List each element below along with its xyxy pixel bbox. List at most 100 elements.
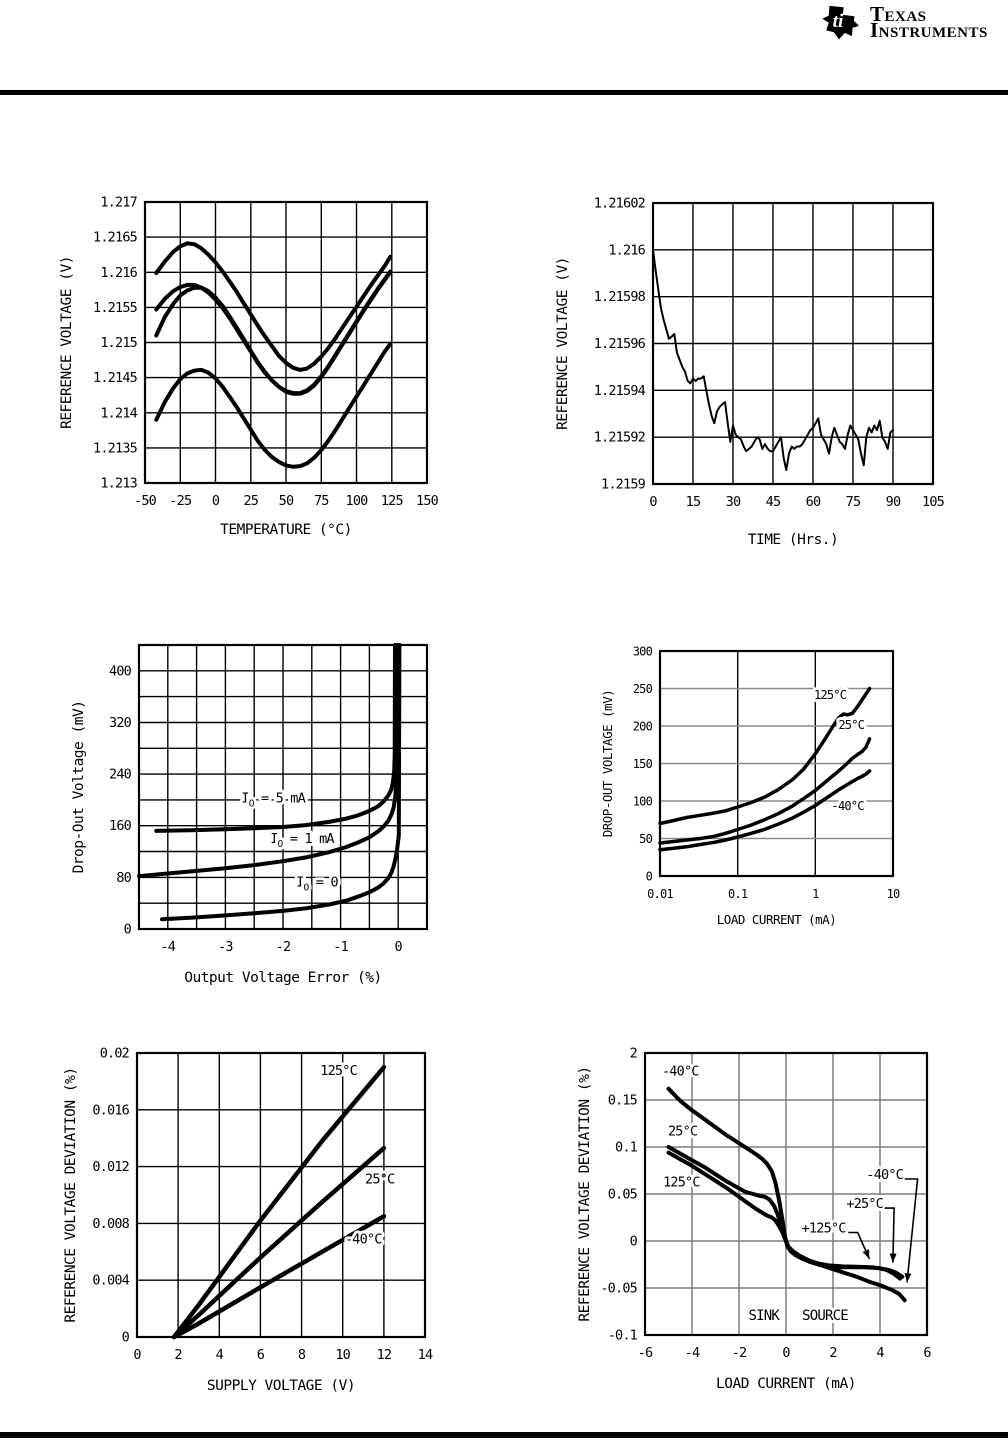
curve-drift bbox=[652, 248, 894, 471]
y-tick-label: 1.21598 bbox=[594, 289, 646, 305]
plot-border bbox=[651, 201, 935, 486]
curve-label: -40°C bbox=[832, 799, 865, 813]
y-tick-label: 80 bbox=[116, 870, 131, 886]
curve-label: 25°C bbox=[838, 718, 864, 732]
y-tick-label: 1.21596 bbox=[594, 336, 646, 352]
curve-unit-3 bbox=[154, 270, 393, 396]
x-tick-label: 0 bbox=[782, 1345, 790, 1361]
y-axis-title: REFERENCE VOLTAGE DEVIATION (%) bbox=[577, 1066, 593, 1321]
x-tick-label: -25 bbox=[169, 493, 192, 509]
y-tick-label: 1.217 bbox=[100, 195, 137, 211]
ti-texas-logo-icon: ti bbox=[822, 5, 859, 40]
curve-label: IO = 1 mA bbox=[270, 831, 334, 850]
curve-io-5ma bbox=[154, 643, 397, 833]
x-tick-label: 100 bbox=[346, 493, 369, 509]
x-tick-label: 105 bbox=[922, 494, 945, 510]
x-tick-label: -3 bbox=[218, 939, 233, 955]
arrow-to-plus125c-source bbox=[848, 1231, 871, 1260]
curve-label: 25°C bbox=[668, 1124, 698, 1140]
y-tick-label: 0 bbox=[124, 922, 132, 938]
x-tick-label: 15 bbox=[686, 494, 701, 510]
plot-border bbox=[643, 1051, 929, 1337]
arrow-to-plus125c-source-head bbox=[862, 1249, 870, 1259]
x-tick-label: 0.01 bbox=[647, 887, 673, 901]
y-tick-label: 400 bbox=[109, 663, 132, 679]
y-tick-label: 0 bbox=[122, 1330, 130, 1346]
x-axis-title: Output Voltage Error (%) bbox=[184, 970, 382, 986]
y-tick-label: -0.05 bbox=[600, 1281, 637, 1297]
y-tick-label: 0.012 bbox=[92, 1159, 129, 1175]
arrow-to-plus25c-source bbox=[884, 1207, 895, 1263]
x-tick-label: -2 bbox=[276, 939, 291, 955]
plot-border bbox=[137, 643, 429, 931]
plot-border bbox=[143, 200, 429, 485]
y-tick-label: 1.2135 bbox=[93, 440, 138, 456]
plot-border bbox=[658, 649, 895, 878]
svg-text:ti: ti bbox=[833, 11, 844, 32]
y-tick-label: 1.2165 bbox=[93, 230, 138, 246]
curve-minus40c bbox=[171, 1214, 387, 1340]
x-tick-label: 90 bbox=[886, 494, 901, 510]
curve-label: IO = 5 mA bbox=[241, 791, 305, 810]
y-tick-label: 0 bbox=[630, 1234, 638, 1250]
y-tick-label: 1.21594 bbox=[594, 383, 646, 399]
x-tick-label: 30 bbox=[726, 494, 741, 510]
curve-125c bbox=[171, 1064, 387, 1340]
x-tick-label: 60 bbox=[806, 494, 821, 510]
x-axis-title: TEMPERATURE (°C) bbox=[220, 522, 352, 538]
curve-label: IO = 0 bbox=[296, 874, 338, 893]
curve-label: +25°C bbox=[846, 1196, 883, 1212]
y-tick-label: 2 bbox=[630, 1046, 637, 1062]
y-axis-title: DROP-OUT VOLTAGE (mV) bbox=[600, 690, 615, 838]
curve-125c bbox=[658, 686, 872, 826]
x-tick-label: 0 bbox=[649, 494, 657, 510]
chart-ref-voltage-deviation-vs-load-current: -6 -4 -2 0 2 4 6 2 0.15 0.1 0.05 0 -0.05 -0.1 LOAD CUR… bbox=[577, 1046, 932, 1393]
y-tick-label: 1.215 bbox=[100, 335, 137, 351]
x-tick-label: 0 bbox=[395, 939, 403, 955]
y-tick-label: 0.1 bbox=[615, 1140, 638, 1156]
x-tick-label: -50 bbox=[134, 493, 157, 509]
chart-ref-voltage-vs-time: 0 15 30 45 60 75 90 105 1.21602 1.216 1.21598 1.215… bbox=[555, 196, 945, 549]
curve-label: 125°C bbox=[663, 1175, 700, 1191]
arrow-to-minus40c-source-head bbox=[904, 1273, 912, 1283]
y-tick-label: 1.214 bbox=[100, 405, 137, 421]
x-tick-label: 4 bbox=[216, 1347, 224, 1363]
y-tick-label: 0.05 bbox=[608, 1187, 638, 1203]
curve-25c bbox=[658, 737, 872, 845]
y-tick-label: 160 bbox=[109, 818, 132, 834]
y-axis-title: Drop-Out Voltage (mV) bbox=[71, 701, 87, 874]
x-tick-label: 50 bbox=[279, 493, 294, 509]
x-axis-title: LOAD CURRENT (mA) bbox=[716, 1376, 856, 1392]
y-tick-label: 300 bbox=[633, 645, 653, 659]
arrow-to-minus40c-source bbox=[904, 1178, 919, 1283]
x-tick-label: 12 bbox=[377, 1347, 392, 1363]
y-tick-label: 0.15 bbox=[608, 1093, 638, 1109]
y-tick-label: 50 bbox=[639, 832, 652, 846]
curve-label: SOURCE bbox=[802, 1308, 848, 1324]
arrow-to-plus25c-source-head bbox=[889, 1253, 897, 1263]
chart-dropout-voltage-vs-load-current: 0.01 0.1 1 10 300 250 200 150 100 50 0 LOAD CURRENT… bbox=[600, 645, 901, 928]
x-axis-title: TIME (Hrs.) bbox=[748, 532, 839, 548]
y-tick-label: 1.21592 bbox=[594, 430, 645, 446]
x-tick-label: 75 bbox=[314, 493, 329, 509]
x-axis-title: LOAD CURRENT (mA) bbox=[717, 912, 836, 927]
bottom-divider-rule bbox=[0, 1432, 1008, 1438]
x-tick-label: 8 bbox=[298, 1347, 306, 1363]
y-tick-label: 100 bbox=[633, 795, 653, 809]
chart-ref-voltage-deviation-vs-supply-voltage: 0 2 4 6 8 10 12 14 0.02 0.016 0.012 0.008 0.004 0 SUPP… bbox=[63, 1046, 434, 1395]
y-tick-label: 1.216 bbox=[608, 242, 645, 258]
x-tick-label: 0.1 bbox=[728, 887, 748, 901]
x-tick-label: 45 bbox=[766, 494, 781, 510]
y-tick-label: 0 bbox=[646, 870, 653, 884]
x-tick-label: 10 bbox=[887, 887, 900, 901]
y-tick-label: 250 bbox=[633, 682, 653, 696]
chart-ref-voltage-vs-temperature: -50 -25 0 25 50 75 100 125 150 1.217 1.2165 1.216 1.… bbox=[59, 195, 439, 539]
x-tick-label: -4 bbox=[160, 939, 175, 955]
x-tick-label: 150 bbox=[416, 493, 439, 509]
x-tick-label: 2 bbox=[174, 1347, 181, 1363]
x-tick-label: 6 bbox=[923, 1345, 931, 1361]
brand-word-texas: Texas bbox=[870, 2, 927, 26]
curve-minus40c bbox=[658, 769, 872, 852]
curve-label: -40°C bbox=[866, 1167, 903, 1183]
